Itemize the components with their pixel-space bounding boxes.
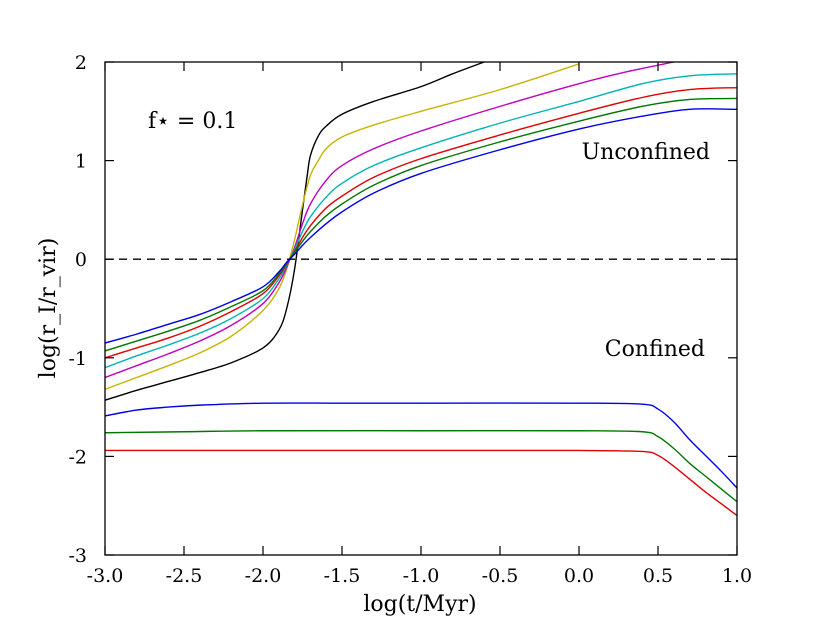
x-tick-labels: -3.0 -2.5 -2.0 -1.5 -1.0 -0.5 0.0 0.5 1.0 <box>87 565 752 587</box>
x-axis-title: log(t/Myr) <box>363 592 476 617</box>
y-axis-title: log(r_I/r_vir) <box>36 238 61 379</box>
y-tick-labels: 2 1 0 -1 -2 -3 <box>68 52 87 567</box>
x-tick-label: -2.0 <box>245 565 282 587</box>
y-tick-label: 1 <box>75 151 87 173</box>
series-confined-blue <box>105 402 737 489</box>
plot-frame <box>104 61 738 556</box>
series-confined-green <box>105 429 737 503</box>
y-tick-label: -3 <box>68 545 87 567</box>
series-unconfined-red <box>105 86 737 359</box>
unconfined-annotation: Unconfined <box>582 140 710 165</box>
series-unconfined-black <box>105 62 485 401</box>
y-tick-label: -1 <box>68 348 87 370</box>
x-tick-label: -1.5 <box>324 565 361 587</box>
series-layer <box>105 62 737 517</box>
x-tick-label: -3.0 <box>87 565 124 587</box>
tick-layer <box>104 61 738 556</box>
confined-annotation: Confined <box>605 337 705 362</box>
x-tick-label: -1.0 <box>403 565 440 587</box>
x-tick-label: -2.5 <box>166 565 203 587</box>
y-tick-label: 0 <box>75 249 87 271</box>
y-tick-label: -2 <box>68 446 87 468</box>
y-tick-label: 2 <box>75 52 87 74</box>
series-unconfined-blue <box>105 108 737 344</box>
series-confined-red <box>105 449 737 517</box>
x-tick-label: 1.0 <box>722 565 752 587</box>
series-unconfined-green <box>105 97 737 352</box>
param-annotation: f⋆ = 0.1 <box>148 109 237 134</box>
series-unconfined-yellow <box>105 63 580 391</box>
x-tick-label: -0.5 <box>482 565 519 587</box>
x-tick-label: 0.5 <box>643 565 673 587</box>
series-unconfined-cyan <box>105 73 737 369</box>
series-unconfined-magenta <box>105 62 674 379</box>
x-tick-label: 0.0 <box>564 565 594 587</box>
